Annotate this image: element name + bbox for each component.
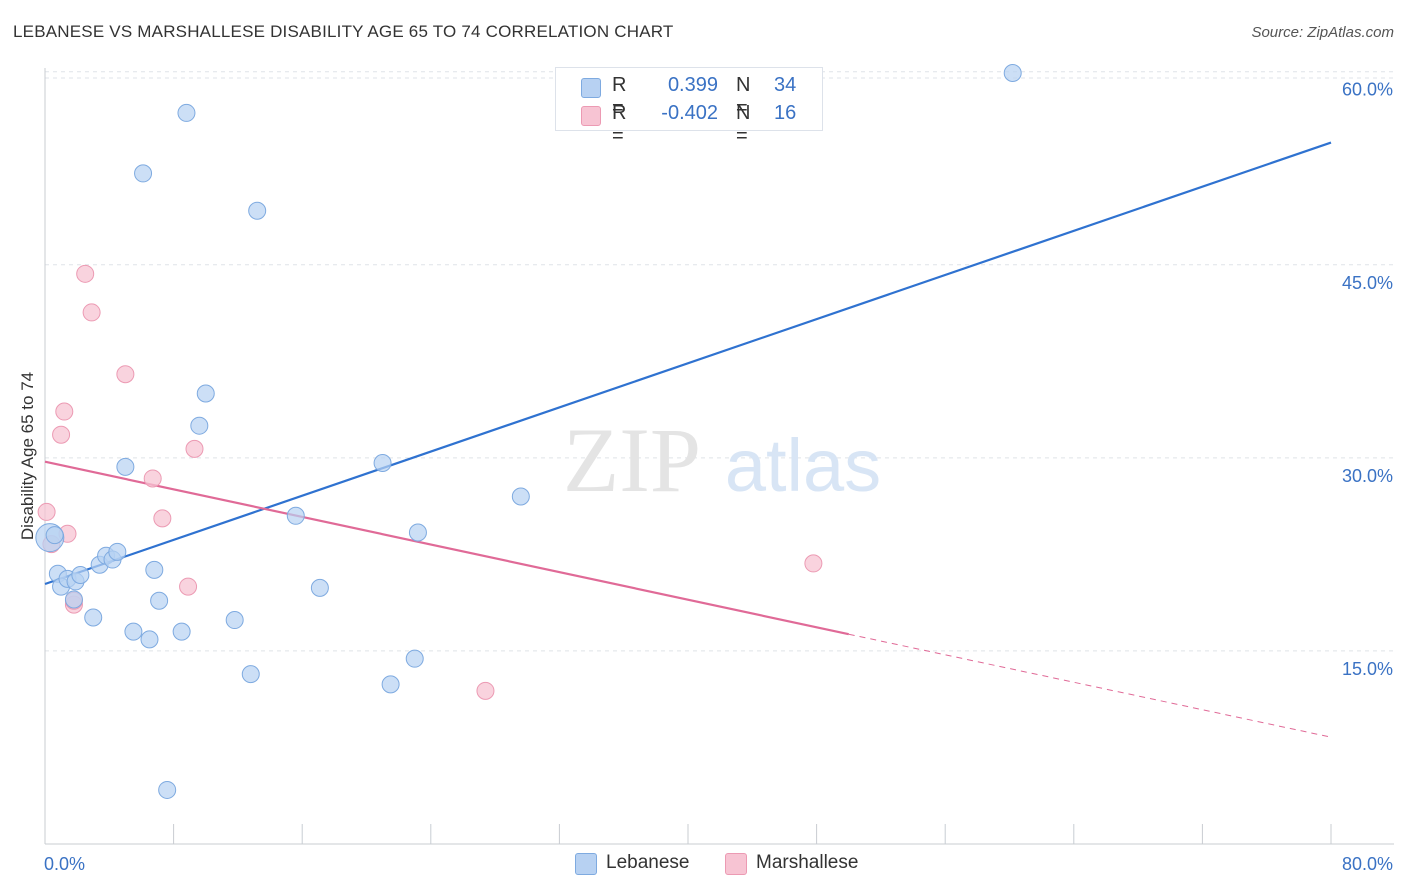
y-axis-label: Disability Age 65 to 74	[18, 372, 37, 540]
point-marshallese	[179, 577, 198, 596]
point-lebanese	[196, 384, 215, 403]
point-marshallese	[143, 469, 162, 488]
bottom-legend-label-marshallese: Marshallese	[756, 852, 859, 873]
point-lebanese	[145, 560, 164, 579]
point-lebanese	[134, 164, 153, 183]
point-lebanese	[405, 649, 424, 668]
legend-r-label: R =	[612, 102, 627, 147]
point-marshallese	[55, 402, 74, 421]
data-points	[35, 64, 1022, 799]
point-lebanese	[71, 565, 90, 584]
point-lebanese	[241, 665, 260, 684]
point-marshallese	[116, 365, 135, 384]
point-lebanese	[381, 675, 400, 694]
legend-n-label: N =	[736, 74, 751, 119]
point-lebanese	[116, 457, 135, 476]
point-lebanese	[1003, 64, 1022, 83]
point-lebanese	[177, 103, 196, 122]
watermark-zip: ZIP	[563, 409, 701, 511]
point-lebanese	[408, 523, 427, 542]
point-lebanese	[172, 622, 191, 641]
tick-labels: 15.0% 30.0% 45.0% 60.0% 0.0% 80.0%	[44, 80, 1393, 874]
point-lebanese	[190, 416, 209, 435]
point-lebanese	[140, 630, 159, 649]
chart-title: LEBANESE VS MARSHALLESE DISABILITY AGE 6…	[13, 22, 674, 41]
legend-r-value-lebanese: 0.399	[667, 74, 718, 96]
y-tick-label: 45.0%	[1342, 273, 1393, 293]
point-lebanese	[84, 608, 103, 627]
point-lebanese	[124, 622, 143, 641]
gridlines	[45, 71, 1394, 652]
trend-line-marshallese	[44, 460, 849, 636]
y-tick-label: 30.0%	[1342, 466, 1393, 486]
legend-swatch-blue	[581, 78, 601, 98]
legend-r-label: R =	[612, 74, 627, 119]
watermark: ZIP atlas	[563, 409, 881, 511]
trend-lines	[44, 141, 1332, 738]
legend-r-value-marshallese: -0.402	[661, 102, 718, 124]
point-lebanese	[150, 591, 169, 610]
x-tick-label-max: 80.0%	[1342, 854, 1393, 874]
source-credit: Source: ZipAtlas.com	[1251, 24, 1394, 41]
point-marshallese	[153, 509, 172, 528]
point-marshallese	[82, 303, 101, 322]
trend-line-marshallese-extrapolated	[848, 633, 1332, 738]
axes	[44, 68, 1394, 845]
point-lebanese	[248, 201, 267, 220]
point-marshallese	[804, 554, 823, 573]
point-lebanese	[225, 611, 244, 630]
point-lebanese	[373, 454, 392, 473]
bottom-legend-swatch-blue	[575, 853, 597, 875]
watermark-atlas: atlas	[725, 424, 881, 507]
x-tick-label-min: 0.0%	[44, 854, 85, 874]
y-tick-label: 60.0%	[1342, 80, 1393, 100]
point-marshallese	[52, 425, 71, 444]
point-lebanese	[310, 578, 329, 597]
bottom-legend-label-lebanese: Lebanese	[606, 852, 690, 873]
point-marshallese	[185, 439, 204, 458]
legend-swatch-pink	[581, 106, 601, 126]
y-tick-label: 15.0%	[1342, 659, 1393, 679]
point-marshallese	[37, 502, 56, 521]
point-lebanese	[286, 506, 305, 525]
trend-line-lebanese	[44, 141, 1332, 586]
point-lebanese	[511, 487, 530, 506]
legend-n-value-lebanese: 34	[774, 74, 797, 96]
legend-n-label: N =	[736, 102, 751, 147]
bottom-legend-swatch-pink	[725, 853, 747, 875]
point-lebanese	[158, 780, 177, 799]
point-lebanese	[108, 542, 127, 561]
point-marshallese	[476, 681, 495, 700]
point-lebanese	[45, 526, 64, 545]
point-lebanese	[64, 590, 83, 609]
point-marshallese	[76, 264, 95, 283]
correlation-legend: R = 0.399 N = 34 R = -0.402 N = 16	[555, 67, 823, 147]
legend-n-value-marshallese: 16	[774, 102, 797, 124]
